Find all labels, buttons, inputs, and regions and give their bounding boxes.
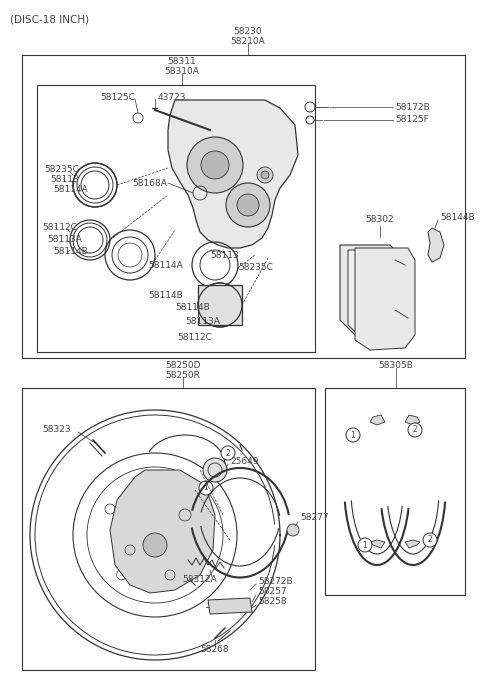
Polygon shape	[168, 100, 298, 248]
Text: 58113A: 58113A	[47, 235, 82, 245]
Text: 58112C: 58112C	[178, 333, 213, 342]
Text: 2: 2	[413, 426, 418, 434]
Text: 58114B: 58114B	[175, 303, 210, 312]
Text: 58258: 58258	[258, 597, 287, 606]
Polygon shape	[340, 245, 400, 335]
Text: 58268: 58268	[201, 645, 229, 655]
Text: 58113: 58113	[210, 252, 239, 261]
Text: 1: 1	[362, 541, 367, 550]
Bar	[22, 388, 315, 670]
Text: 58144B: 58144B	[440, 213, 475, 222]
Text: 58114A: 58114A	[148, 261, 183, 269]
Circle shape	[226, 183, 270, 227]
Text: 58113: 58113	[50, 175, 79, 185]
Circle shape	[143, 533, 167, 557]
Polygon shape	[370, 540, 385, 548]
Polygon shape	[355, 248, 415, 350]
Text: 25649: 25649	[230, 458, 259, 466]
Text: 58125C: 58125C	[100, 93, 135, 102]
Text: 58323: 58323	[42, 426, 71, 434]
Circle shape	[346, 428, 360, 442]
Polygon shape	[208, 598, 252, 614]
Text: 58310A: 58310A	[165, 67, 199, 76]
Circle shape	[358, 538, 372, 552]
Circle shape	[237, 194, 259, 216]
Circle shape	[203, 458, 227, 482]
Text: 1: 1	[204, 484, 208, 492]
Polygon shape	[370, 415, 385, 425]
Text: 58125F: 58125F	[395, 115, 429, 125]
Circle shape	[261, 171, 269, 179]
Circle shape	[287, 524, 299, 536]
Text: 58210A: 58210A	[230, 37, 265, 46]
Text: 58168A: 58168A	[132, 179, 167, 188]
Bar	[37, 85, 315, 352]
Text: 58311: 58311	[168, 57, 196, 67]
Text: 58235C: 58235C	[238, 263, 273, 273]
Polygon shape	[348, 250, 405, 338]
Circle shape	[257, 167, 273, 183]
Text: 58302: 58302	[366, 216, 394, 224]
Polygon shape	[405, 415, 420, 425]
Circle shape	[199, 481, 213, 495]
Circle shape	[187, 137, 243, 193]
Bar	[198, 285, 242, 325]
Circle shape	[423, 533, 437, 547]
Circle shape	[201, 151, 229, 179]
Text: 1: 1	[350, 430, 355, 439]
Text: 58312A: 58312A	[182, 576, 217, 584]
Bar	[325, 388, 465, 595]
Text: 58277: 58277	[300, 514, 329, 522]
Text: 58230: 58230	[234, 27, 262, 37]
Text: 58272B: 58272B	[258, 578, 293, 587]
Polygon shape	[405, 540, 420, 548]
Polygon shape	[428, 228, 444, 262]
Text: 43723: 43723	[158, 93, 187, 102]
Text: 58172B: 58172B	[395, 102, 430, 111]
Circle shape	[221, 446, 235, 460]
Text: 58235C: 58235C	[44, 166, 79, 175]
Text: (DISC-18 INCH): (DISC-18 INCH)	[10, 14, 89, 24]
Text: 58114A: 58114A	[53, 186, 88, 194]
Text: 58257: 58257	[258, 587, 287, 597]
Text: 58114B: 58114B	[148, 291, 183, 299]
Text: 58250D: 58250D	[165, 361, 201, 370]
Text: 2: 2	[428, 535, 432, 544]
Text: 58113A: 58113A	[185, 318, 220, 327]
Text: 2: 2	[226, 449, 230, 458]
Circle shape	[408, 423, 422, 437]
Text: 58114B: 58114B	[53, 248, 88, 256]
Bar	[22, 55, 465, 358]
Text: 58250R: 58250R	[166, 370, 201, 379]
Polygon shape	[110, 470, 215, 593]
Text: 58112C: 58112C	[42, 224, 77, 233]
Text: 58305B: 58305B	[379, 361, 413, 370]
